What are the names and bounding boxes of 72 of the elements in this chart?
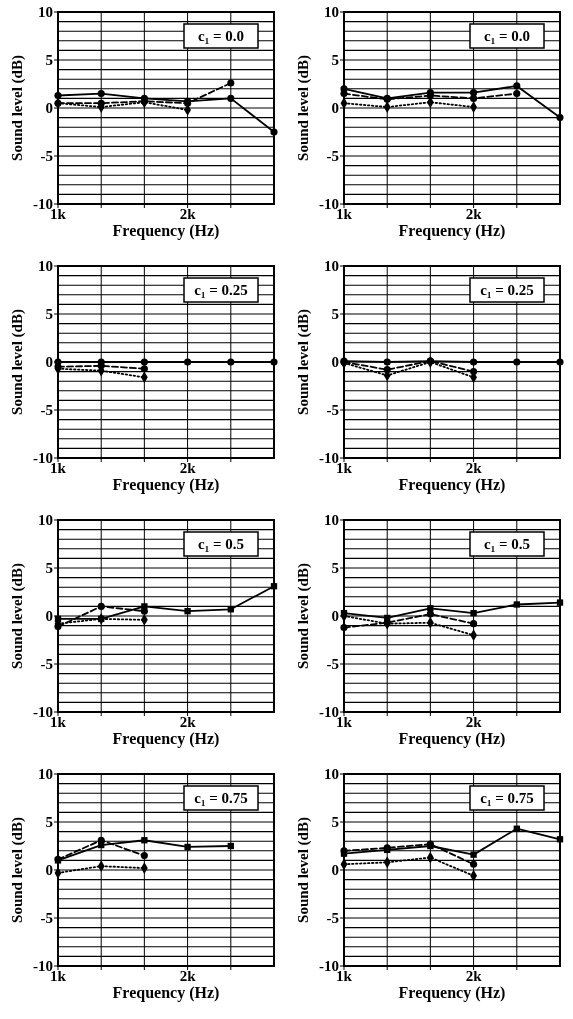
y-axis-title: Sound level (dB): [295, 55, 312, 161]
y-tick-label: 5: [45, 52, 53, 68]
y-tick-label: -5: [326, 656, 339, 672]
x-axis-title: Frequency (Hz): [112, 984, 220, 1002]
x-axis-title: Frequency (Hz): [112, 730, 220, 748]
y-tick-label: 10: [38, 4, 53, 20]
annotation: c₁ = 0.5: [198, 536, 244, 552]
annotation: c₁ = 0.5: [484, 536, 530, 552]
y-tick-label: 10: [324, 258, 339, 274]
x-tick-label: 2k: [465, 206, 483, 222]
y-tick-label: 5: [331, 52, 339, 68]
x-tick-label: 2k: [179, 206, 197, 222]
y-axis-title: Sound level (dB): [9, 309, 26, 415]
y-tick-label: 0: [331, 100, 339, 116]
y-tick-label: -10: [319, 958, 339, 974]
y-tick-label: -5: [40, 148, 53, 164]
y-tick-label: 10: [324, 766, 339, 782]
x-axis-title: Frequency (Hz): [112, 222, 220, 240]
y-axis-title: Sound level (dB): [295, 309, 312, 415]
y-tick-label: -10: [33, 196, 53, 212]
y-tick-label: 0: [45, 354, 53, 370]
x-tick-label: 2k: [179, 714, 197, 730]
y-tick-label: 10: [38, 512, 53, 528]
y-tick-label: 5: [331, 306, 339, 322]
y-tick-label: -5: [40, 910, 53, 926]
y-tick-label: 10: [324, 512, 339, 528]
x-tick-label: 2k: [465, 460, 483, 476]
y-tick-label: 0: [45, 608, 53, 624]
annotation: c₁ = 0.25: [194, 282, 248, 298]
y-tick-label: 10: [38, 258, 53, 274]
x-axis-title: Frequency (Hz): [112, 476, 220, 494]
annotation: c₁ = 0.25: [480, 282, 534, 298]
y-axis-title: Sound level (dB): [295, 817, 312, 923]
y-tick-label: -10: [319, 196, 339, 212]
y-axis-title: Sound level (dB): [9, 563, 26, 669]
y-tick-label: -10: [319, 450, 339, 466]
annotation: c₁ = 0.75: [480, 790, 534, 806]
annotation: c₁ = 0.0: [484, 28, 530, 44]
y-axis-title: Sound level (dB): [9, 817, 26, 923]
y-tick-label: 5: [45, 560, 53, 576]
x-tick-label: 2k: [179, 968, 197, 984]
y-tick-label: -5: [40, 402, 53, 418]
y-tick-label: -5: [326, 910, 339, 926]
y-tick-label: 0: [45, 862, 53, 878]
y-tick-label: 5: [331, 560, 339, 576]
y-tick-label: -5: [326, 148, 339, 164]
y-tick-label: 0: [45, 100, 53, 116]
x-axis-title: Frequency (Hz): [398, 730, 506, 748]
y-tick-label: 0: [331, 354, 339, 370]
x-axis-title: Frequency (Hz): [398, 476, 506, 494]
x-tick-label: 2k: [179, 460, 197, 476]
y-tick-label: 0: [331, 862, 339, 878]
y-tick-label: 10: [324, 4, 339, 20]
x-tick-label: 2k: [465, 714, 483, 730]
y-tick-label: -5: [326, 402, 339, 418]
y-tick-label: 5: [331, 814, 339, 830]
annotation: c₁ = 0.0: [198, 28, 244, 44]
x-axis-title: Frequency (Hz): [398, 222, 506, 240]
y-tick-label: -5: [40, 656, 53, 672]
y-tick-label: -10: [33, 958, 53, 974]
y-tick-label: -10: [33, 704, 53, 720]
y-axis-title: Sound level (dB): [9, 55, 26, 161]
y-tick-label: 5: [45, 814, 53, 830]
y-axis-title: Sound level (dB): [295, 563, 312, 669]
y-tick-label: 0: [331, 608, 339, 624]
y-tick-label: 5: [45, 306, 53, 322]
y-tick-label: -10: [319, 704, 339, 720]
y-tick-label: 10: [38, 766, 53, 782]
annotation: c₁ = 0.75: [194, 790, 248, 806]
x-tick-label: 2k: [465, 968, 483, 984]
y-tick-label: -10: [33, 450, 53, 466]
x-axis-title: Frequency (Hz): [398, 984, 506, 1002]
